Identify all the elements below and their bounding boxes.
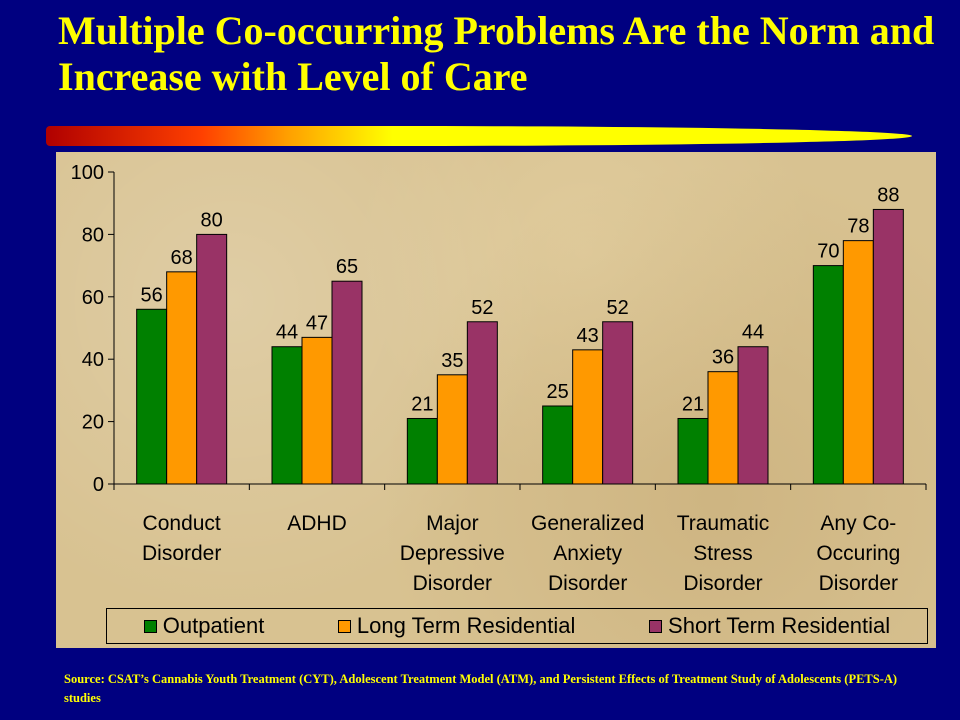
x-category-label: Traumatic bbox=[677, 512, 770, 535]
bar-value-label: 21 bbox=[682, 393, 704, 415]
x-category-label: Generalized bbox=[531, 512, 644, 535]
bar-value-label: 80 bbox=[201, 209, 223, 231]
bar-value-label: 25 bbox=[547, 381, 569, 403]
chart-panel: 0 20 40 60 80 100 56 68 80 Conduct Disorder 44 47 65 A… bbox=[56, 152, 936, 648]
x-category-label: Occuring bbox=[816, 542, 900, 565]
x-category-label: Stress bbox=[693, 542, 753, 565]
x-category-label: Disorder bbox=[819, 572, 898, 595]
bar bbox=[707, 371, 739, 485]
bar bbox=[166, 271, 198, 485]
bar-value-label: 21 bbox=[411, 393, 433, 415]
x-category-label: Disorder bbox=[683, 572, 762, 595]
bar bbox=[677, 417, 709, 485]
bar-value-label: 68 bbox=[171, 247, 193, 269]
x-category-label: Anxiety bbox=[553, 542, 622, 565]
bar-chart: 0 20 40 60 80 100 56 68 80 Conduct Disorder 44 47 65 A… bbox=[71, 162, 927, 595]
y-tick-label: 100 bbox=[71, 162, 104, 184]
x-category-label: Depressive bbox=[400, 542, 505, 565]
bar-value-label: 35 bbox=[441, 350, 463, 372]
legend-label: Outpatient bbox=[162, 613, 265, 638]
x-category-label: Disorder bbox=[548, 572, 627, 595]
legend-swatch bbox=[649, 619, 663, 633]
bar bbox=[406, 417, 438, 485]
bar-value-label: 52 bbox=[471, 297, 493, 319]
legend-label: Long Term Residential bbox=[356, 613, 576, 638]
legend-swatch bbox=[143, 619, 157, 633]
y-tick-label: 80 bbox=[82, 224, 104, 246]
y-tick-label: 20 bbox=[82, 412, 104, 434]
bar-value-label: 65 bbox=[336, 256, 358, 278]
bar bbox=[572, 349, 604, 485]
bar-value-label: 56 bbox=[141, 284, 163, 306]
slide-title: Multiple Co-occurring Problems Are the N… bbox=[58, 8, 935, 99]
chart-legend: Outpatient Long Term Residential Short Ter… bbox=[106, 608, 928, 644]
bar-value-label: 36 bbox=[712, 347, 734, 369]
bar bbox=[136, 308, 168, 485]
bar bbox=[196, 233, 228, 485]
bar-value-label: 88 bbox=[877, 184, 899, 206]
source-note: Source: CSAT’s Cannabis Youth Treatment … bbox=[64, 672, 898, 705]
title-underline-bar bbox=[46, 126, 912, 146]
x-category-label: Conduct bbox=[143, 512, 221, 535]
bar bbox=[872, 208, 904, 485]
bar-value-label: 44 bbox=[276, 322, 298, 344]
bar-value-label: 47 bbox=[306, 312, 328, 334]
y-tick-label: 60 bbox=[82, 287, 104, 309]
bar-value-label: 43 bbox=[577, 325, 599, 347]
x-category-label: Major bbox=[426, 512, 479, 535]
x-category-label: ADHD bbox=[287, 512, 347, 535]
y-tick-label: 40 bbox=[82, 349, 104, 371]
y-tick-label: 0 bbox=[93, 474, 104, 496]
bar bbox=[737, 346, 769, 485]
bar bbox=[271, 346, 303, 485]
legend-swatch bbox=[337, 619, 351, 633]
bar-value-label: 44 bbox=[742, 322, 764, 344]
bar-value-label: 70 bbox=[817, 241, 839, 263]
bar bbox=[812, 265, 844, 485]
legend-label: Short Term Residential bbox=[668, 613, 891, 638]
bar-value-label: 78 bbox=[847, 216, 869, 238]
bar bbox=[301, 336, 333, 485]
bar bbox=[602, 321, 634, 485]
x-category-label: Disorder bbox=[413, 572, 492, 595]
x-category-label: Disorder bbox=[142, 542, 221, 565]
bar bbox=[542, 405, 574, 485]
legend-item: Outpatient bbox=[143, 613, 265, 639]
bar bbox=[842, 240, 874, 485]
bar bbox=[466, 321, 498, 485]
bar bbox=[331, 280, 363, 485]
bar-value-label: 52 bbox=[607, 297, 629, 319]
bar bbox=[436, 374, 468, 485]
legend-item: Short Term Residential bbox=[649, 613, 890, 639]
x-category-label: Any Co- bbox=[820, 512, 896, 535]
legend-item: Long Term Residential bbox=[337, 613, 576, 639]
